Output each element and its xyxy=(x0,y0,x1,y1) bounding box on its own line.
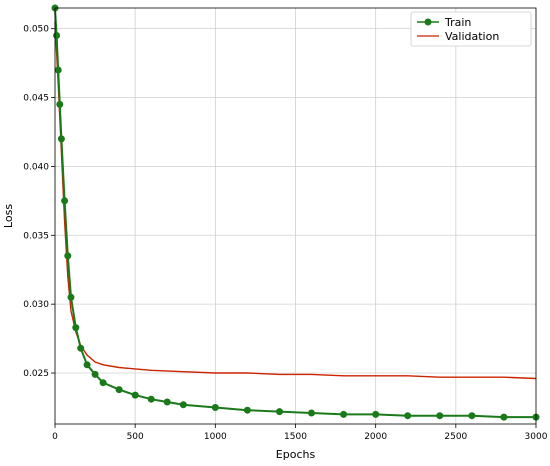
train-point xyxy=(468,412,476,420)
y-tick-label: 0.045 xyxy=(23,94,49,104)
y-tick-label: 0.035 xyxy=(23,231,49,241)
train-point xyxy=(276,408,283,416)
validation-series xyxy=(54,21,537,380)
x-axis-label: Epochs xyxy=(276,448,316,461)
train-point xyxy=(91,370,99,378)
train-point xyxy=(57,135,65,143)
y-axis-label: Loss xyxy=(2,204,15,228)
train-point xyxy=(115,386,123,394)
train-point xyxy=(56,100,64,108)
train-point xyxy=(179,401,187,409)
y-tick-label: 0.030 xyxy=(23,300,49,310)
legend: Train Validation xyxy=(410,11,532,47)
x-tick-label: 1500 xyxy=(284,432,307,442)
legend-validation-label: Validation xyxy=(445,30,499,43)
y-tick-label: 0.040 xyxy=(23,162,49,172)
x-tick-label: 2500 xyxy=(444,432,467,442)
train-point xyxy=(61,197,69,205)
train-point xyxy=(67,293,75,301)
x-tick-label: 3000 xyxy=(525,432,548,442)
train-point xyxy=(77,344,85,352)
train-point xyxy=(147,395,155,403)
train-point xyxy=(340,410,348,418)
train-series xyxy=(51,4,540,421)
x-tick-label: 1000 xyxy=(204,432,227,442)
x-tick-label: 2000 xyxy=(364,432,387,442)
train-point xyxy=(404,412,412,420)
train-point xyxy=(500,413,508,421)
x-tick-label: 0 xyxy=(52,432,58,442)
train-point xyxy=(83,361,91,369)
x-tick-label: 500 xyxy=(127,432,144,442)
grid-lines xyxy=(54,8,537,424)
y-axis-ticks: 0.025 0.030 0.035 0.040 0.045 0.050 xyxy=(23,25,55,379)
train-point xyxy=(72,324,80,332)
train-point xyxy=(436,412,444,420)
y-tick-label: 0.025 xyxy=(23,369,49,379)
legend-train-label: Train xyxy=(444,16,471,29)
validation-line xyxy=(54,21,537,380)
train-point xyxy=(308,409,315,417)
x-axis-ticks: 0 500 1000 1500 2000 2500 3000 xyxy=(52,424,548,442)
train-point xyxy=(54,66,62,74)
legend-box xyxy=(410,11,532,47)
train-point xyxy=(243,406,251,414)
y-tick-label: 0.050 xyxy=(23,25,49,35)
train-point xyxy=(131,391,139,399)
train-point xyxy=(372,410,380,418)
legend-train-marker xyxy=(424,18,432,26)
train-point xyxy=(53,32,61,39)
train-point xyxy=(99,379,107,387)
train-point xyxy=(163,398,171,406)
train-point xyxy=(211,404,219,411)
train-point xyxy=(64,252,72,260)
